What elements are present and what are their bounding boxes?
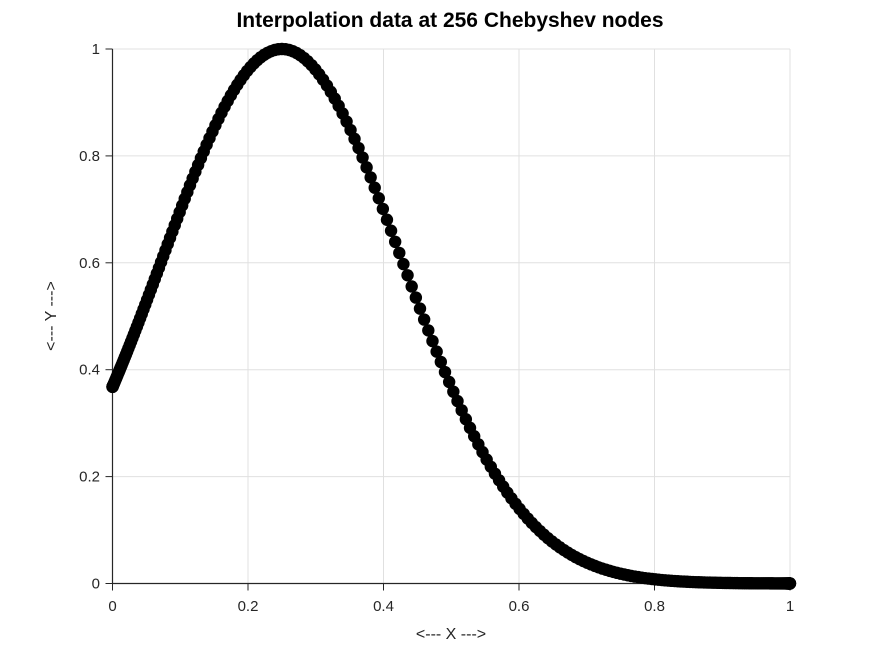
x-tick-label: 1	[786, 598, 794, 615]
data-point	[356, 151, 369, 164]
data-point	[438, 365, 452, 379]
y-tick-label: 0.2	[79, 469, 100, 486]
data-point	[409, 291, 423, 304]
x-tick-label: 0.4	[373, 598, 394, 615]
data-point	[417, 313, 431, 326]
data-point	[434, 355, 448, 369]
x-tick-label: 0.6	[509, 598, 530, 615]
data-point	[413, 302, 427, 315]
x-tick-labels: 0 0.2 0.4 0.6 0.8 1	[108, 598, 794, 615]
x-axis-label: <--- X --->	[416, 626, 486, 643]
data-point	[401, 269, 414, 282]
x-tick-label: 0.2	[238, 598, 259, 615]
data-markers	[106, 42, 797, 590]
y-tick-label: 0.6	[79, 255, 100, 272]
y-tick-label: 0.4	[79, 362, 100, 379]
data-point	[368, 181, 381, 194]
data-point	[422, 324, 435, 337]
data-point	[380, 213, 394, 226]
data-point	[372, 192, 385, 205]
grid-lines	[112, 48, 791, 584]
data-point	[352, 141, 365, 155]
y-tick-labels: 0 0.2 0.4 0.6 0.8 1	[79, 41, 100, 593]
x-tick-label: 0	[108, 598, 116, 615]
y-tick-label: 0.8	[79, 148, 100, 165]
data-point	[442, 375, 456, 389]
y-axis-label: <--- Y --->	[43, 281, 60, 351]
axis-ticks	[105, 48, 791, 591]
chart-title: Interpolation data at 256 Chebyshev node…	[236, 9, 663, 32]
x-tick-label: 0.8	[644, 598, 665, 615]
data-point	[426, 334, 439, 348]
data-point	[364, 171, 377, 184]
data-point	[783, 577, 797, 590]
data-point	[430, 345, 443, 358]
data-point	[376, 202, 390, 216]
data-point	[393, 246, 406, 260]
y-tick-label: 0	[92, 576, 100, 593]
data-point	[397, 257, 410, 271]
data-point	[388, 235, 402, 249]
data-point	[447, 385, 460, 398]
y-tick-label: 1	[92, 41, 100, 58]
data-point	[384, 224, 398, 237]
data-point	[360, 161, 373, 174]
data-point	[405, 280, 418, 293]
